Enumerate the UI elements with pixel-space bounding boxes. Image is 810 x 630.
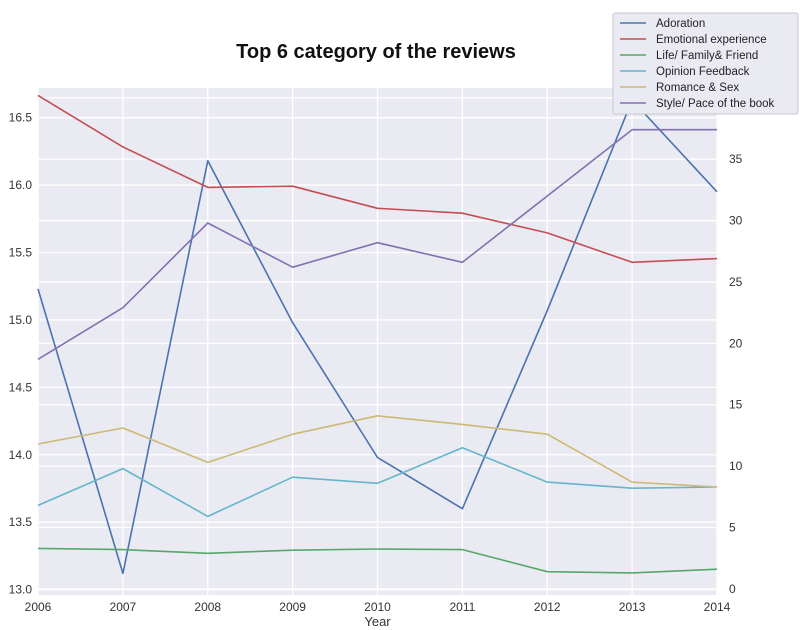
series-line-life-family-friend	[37, 547, 718, 574]
legend-label: Adoration	[656, 18, 705, 30]
legend-label: Life/ Family& Friend	[656, 50, 758, 62]
x-tick-label: 2010	[364, 600, 391, 614]
series-line-style-pace-of-the-book	[37, 128, 717, 360]
x-tick-label: 2011	[449, 600, 475, 614]
series-lines	[37, 94, 718, 575]
series-line-romance-sex	[37, 414, 718, 488]
y-tick-label-right: 20	[729, 336, 743, 350]
y-tick-label-left: 16.5	[9, 111, 33, 125]
y-tick-label-right: 0	[729, 582, 736, 596]
y-tick-label-left: 15.0	[9, 313, 33, 327]
legend-label: Style/ Pace of the book	[656, 98, 775, 110]
series-line-adoration	[37, 99, 718, 575]
legend-label: Opinion Feedback	[656, 66, 750, 78]
y-tick-label-right: 5	[729, 520, 736, 534]
x-tick-label: 2008	[194, 600, 221, 614]
y-tick-label-left: 14.5	[9, 380, 33, 394]
legend-label: Romance & Sex	[656, 82, 739, 94]
y-tick-label-left: 14.0	[9, 448, 33, 462]
x-axis-label: Year	[364, 614, 391, 629]
legend: Adoration Emotional experience Life/ Famil…	[612, 12, 799, 115]
x-tick-label: 2013	[619, 600, 646, 614]
legend-label: Emotional experience	[656, 34, 767, 46]
series-line-opinion-feedback	[37, 446, 718, 518]
y-tick-label-left: 15.5	[9, 246, 33, 260]
x-tick-label: 2012	[534, 600, 561, 614]
x-tick-label: 2007	[110, 600, 137, 614]
y-tick-label-left: 16.0	[9, 178, 33, 192]
series-line-emotional-experience	[37, 94, 718, 264]
y-tick-label-right: 35	[729, 152, 743, 166]
x-tick-label: 2006	[25, 600, 52, 614]
x-tick-label: 2014	[704, 600, 731, 614]
y-tick-label-left: 13.5	[9, 515, 33, 529]
y-tick-label-right: 15	[729, 398, 743, 412]
x-tick-label: 2009	[279, 600, 306, 614]
legend-box	[612, 12, 799, 115]
y-tick-label-right: 30	[729, 214, 743, 228]
chart-title: Top 6 category of the reviews	[236, 41, 516, 63]
y-tick-label-left: 13.0	[9, 583, 33, 597]
y-tick-label-right: 25	[729, 275, 743, 289]
y-tick-label-right: 10	[729, 459, 743, 473]
